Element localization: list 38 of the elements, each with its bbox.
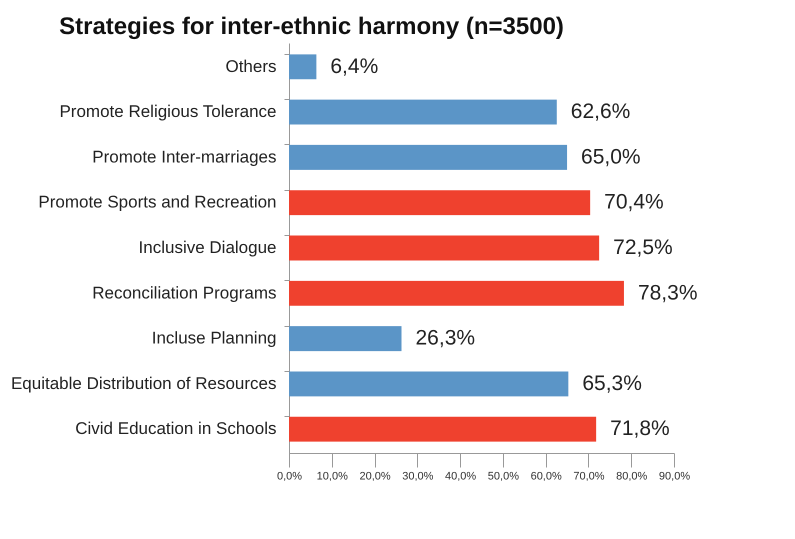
data-label: 65,0% [581, 145, 641, 168]
data-label: 70,4% [604, 190, 664, 214]
x-tick-label: 60,0% [530, 470, 562, 482]
y-tick-label: Others [225, 56, 276, 76]
x-tick-label: 10,0% [316, 470, 348, 482]
x-tick-label: 50,0% [488, 470, 520, 482]
data-label: 72,5% [613, 236, 673, 259]
data-label: 78,3% [638, 281, 698, 304]
y-tick-label: Reconciliation Programs [92, 283, 276, 302]
data-label: 71,8% [610, 417, 670, 440]
bar [289, 371, 568, 396]
bar [289, 144, 568, 170]
y-tick-label: Promote Inter-marriages [92, 147, 276, 166]
chart-title: Strategies for inter-ethnic harmony (n=3500) [59, 13, 564, 40]
x-tick-label: 30,0% [402, 470, 434, 482]
x-tick-label: 80,0% [616, 470, 648, 482]
bar [289, 236, 600, 260]
bar [289, 100, 557, 125]
x-tick-label: 90,0% [658, 470, 690, 482]
data-label: 65,3% [582, 372, 642, 395]
x-tick-label: 40,0% [445, 470, 476, 482]
y-tick-label: Equitable Distribution of Resources [10, 374, 276, 393]
x-tick-label: 20,0% [359, 470, 391, 482]
y-tick-label: Promote Sports and Recreation [38, 192, 276, 212]
y-tick-label: Incluse Planning [152, 328, 276, 348]
y-tick-label: Inclusive Dialogue [138, 238, 276, 257]
y-tick-label: Promote Religious Tolerance [59, 102, 276, 122]
bar [289, 416, 596, 442]
data-label: 6,4% [330, 54, 378, 78]
data-label: 62,6% [570, 100, 630, 124]
data-label: 26,3% [416, 326, 476, 350]
bar [289, 190, 590, 216]
x-tick-label: 70,0% [573, 470, 605, 482]
x-tick-label: 0,0% [276, 470, 302, 482]
bar [289, 54, 316, 80]
bar [289, 280, 624, 306]
y-tick-label: Civid Education in Schools [75, 419, 276, 438]
bar [289, 326, 402, 352]
